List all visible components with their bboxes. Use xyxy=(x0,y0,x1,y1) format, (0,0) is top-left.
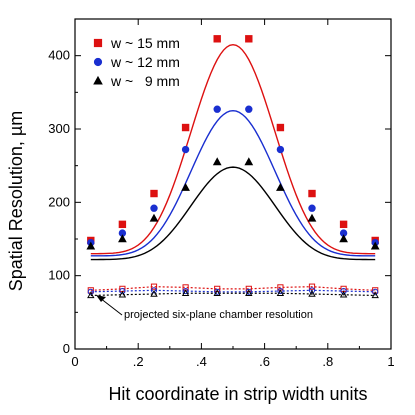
data-point xyxy=(245,158,252,164)
x-tick-label: 1 xyxy=(387,354,394,369)
data-point xyxy=(246,106,252,112)
legend-marker xyxy=(94,77,102,84)
legend: w ~ 15 mm w ~ 12 mm w ~ 9 mm xyxy=(94,35,180,89)
legend-label: w ~ 12 mm xyxy=(110,54,180,70)
data-point xyxy=(246,36,252,42)
y-tick-label: 400 xyxy=(48,48,70,63)
x-tick-label: .8 xyxy=(322,354,333,369)
annotation-arrow xyxy=(96,295,122,315)
data-point xyxy=(151,190,157,196)
data-point xyxy=(151,205,157,211)
data-point xyxy=(340,221,346,227)
x-tick-label: .2 xyxy=(133,354,144,369)
projected-line xyxy=(91,293,375,295)
data-point xyxy=(214,158,221,164)
legend-label: w ~ 15 mm xyxy=(110,35,180,51)
x-axis-title: Hit coordinate in strip width units xyxy=(108,384,367,404)
x-tick-label: 0 xyxy=(71,354,78,369)
data-point xyxy=(277,124,283,130)
fit-curve xyxy=(91,167,375,259)
y-tick-label: 200 xyxy=(48,194,70,209)
data-point xyxy=(119,235,126,241)
data-point xyxy=(119,221,125,227)
projected-line xyxy=(91,287,375,291)
y-tick-label: 0 xyxy=(63,341,70,356)
data-point xyxy=(308,215,315,221)
data-point xyxy=(182,124,188,130)
y-axis-title: Spatial Resolution, µm xyxy=(6,111,26,291)
y-tick-label: 100 xyxy=(48,268,70,283)
data-point xyxy=(150,215,157,221)
y-tick-label: 300 xyxy=(48,121,70,136)
legend-marker xyxy=(94,58,101,65)
data-point xyxy=(214,36,220,42)
legend-label: w ~ 9 mm xyxy=(110,73,180,89)
x-tick-label: .4 xyxy=(196,354,207,369)
data-point xyxy=(309,190,315,196)
data-point xyxy=(214,106,220,112)
fit-curve xyxy=(91,111,375,256)
x-tick-label: .6 xyxy=(259,354,270,369)
data-point xyxy=(182,146,188,152)
legend-marker xyxy=(94,39,101,46)
annotation-text: projected six-plane chamber resolution xyxy=(124,309,313,321)
data-point xyxy=(340,235,347,241)
data-point xyxy=(277,146,283,152)
data-point xyxy=(309,205,315,211)
projected-line xyxy=(91,290,375,291)
